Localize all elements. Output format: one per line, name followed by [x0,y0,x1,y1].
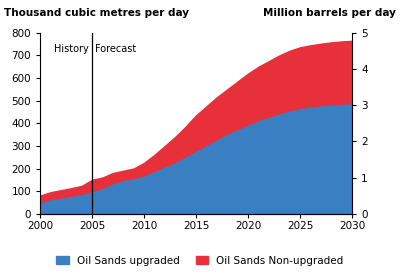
Text: Million barrels per day: Million barrels per day [263,8,396,18]
Text: Forecast: Forecast [95,44,136,54]
Text: History: History [54,44,89,54]
Legend: Oil Sands upgraded, Oil Sands Non-upgraded: Oil Sands upgraded, Oil Sands Non-upgrad… [53,253,347,269]
Text: Thousand cubic metres per day: Thousand cubic metres per day [4,8,189,18]
